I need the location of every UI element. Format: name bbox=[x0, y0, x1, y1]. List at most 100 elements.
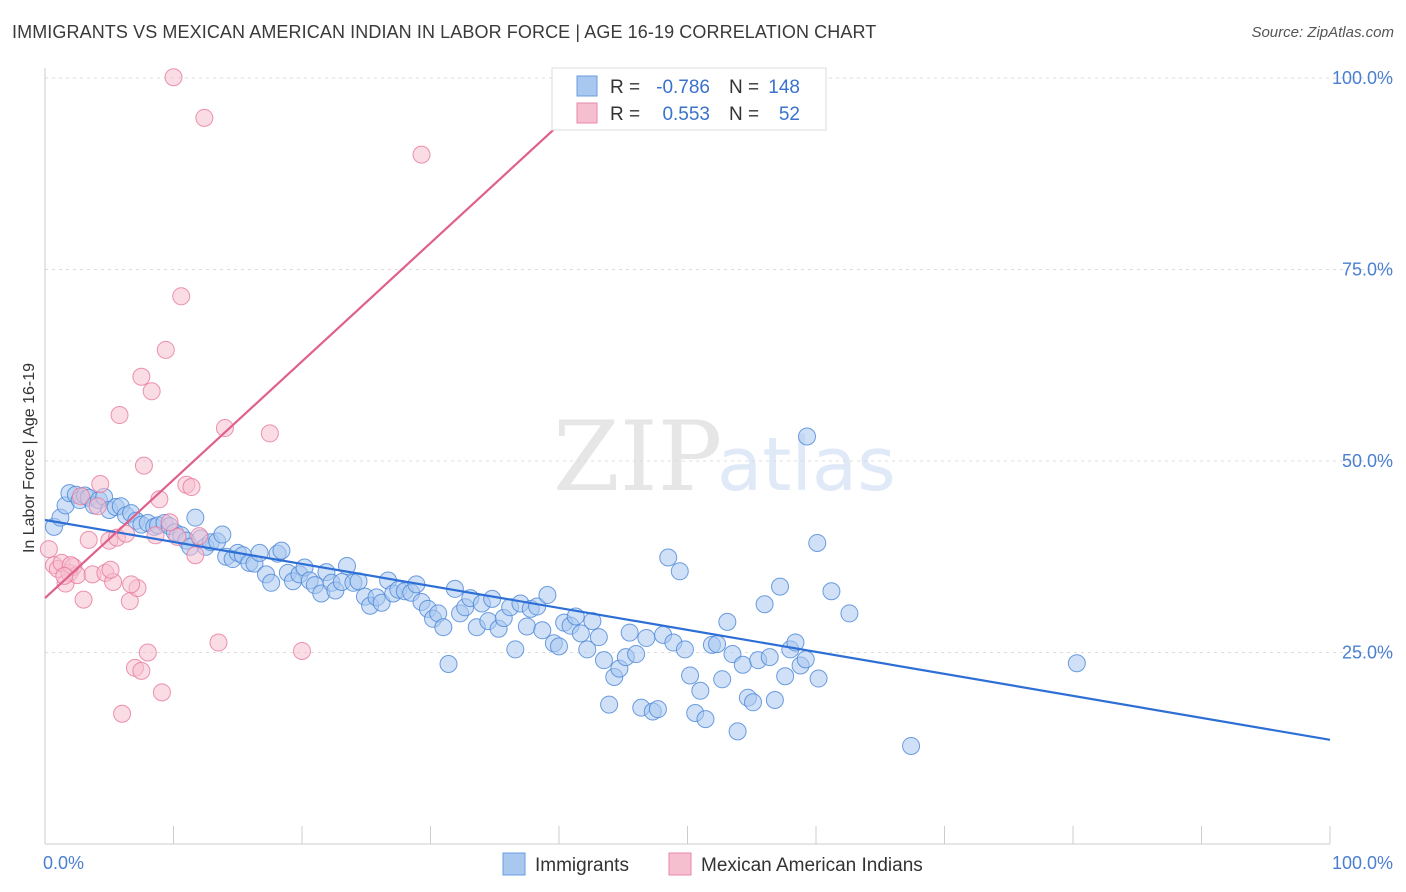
legend-n-label: N = bbox=[729, 104, 759, 125]
immigrant-point bbox=[1067, 654, 1086, 673]
immigrant-point bbox=[659, 548, 678, 567]
immigrant-point bbox=[681, 666, 700, 685]
mexican-point bbox=[101, 560, 120, 579]
immigrant-point bbox=[760, 648, 779, 667]
immigrant-point bbox=[620, 623, 639, 642]
immigrant-point bbox=[733, 655, 752, 674]
immigrant-point bbox=[538, 586, 557, 605]
bottom-legend-mexican: Mexican American Indians bbox=[701, 855, 923, 876]
mexican-point bbox=[156, 340, 175, 359]
immigrant-point bbox=[250, 543, 269, 562]
x-tick-label: 0.0% bbox=[43, 853, 84, 873]
immigrant-point bbox=[272, 541, 291, 560]
immigrant-point bbox=[594, 651, 613, 670]
y-tick-label: 25.0% bbox=[1342, 643, 1393, 663]
mexican-point bbox=[146, 526, 165, 545]
immigrant-point bbox=[796, 650, 815, 669]
immigrant-point bbox=[439, 654, 458, 673]
legend-n-value: 52 bbox=[779, 104, 800, 125]
y-tick-label: 75.0% bbox=[1342, 260, 1393, 280]
mexican-point bbox=[152, 683, 171, 702]
immigrant-point bbox=[600, 695, 619, 714]
immigrant-point bbox=[506, 640, 525, 659]
mexican-point bbox=[134, 456, 153, 475]
immigrant-point bbox=[213, 525, 232, 544]
bottom-legend-swatch-mexican bbox=[668, 852, 692, 876]
mexican-point bbox=[412, 145, 431, 164]
immigrant-point bbox=[483, 589, 502, 608]
watermark-zip: ZIP bbox=[553, 401, 722, 513]
immigrant-point bbox=[589, 628, 608, 647]
immigrant-point bbox=[718, 612, 737, 631]
immigrant-point bbox=[713, 670, 732, 689]
tick-labels: 25.0% 50.0% 75.0% 100.0% 0.0% 100.0% bbox=[43, 68, 1393, 873]
mexican-point bbox=[293, 641, 311, 660]
mexican-point bbox=[172, 287, 191, 306]
bottom-legend-immigrants: Immigrants bbox=[535, 855, 629, 876]
immigrant-point bbox=[186, 508, 205, 527]
immigrant-point bbox=[262, 573, 281, 592]
immigrant-point bbox=[840, 604, 859, 623]
mexican-point bbox=[55, 566, 74, 585]
bottom-legend: Immigrants Mexican American Indians bbox=[502, 852, 923, 876]
mexican-point bbox=[260, 424, 279, 443]
legend-swatch-immigrants bbox=[576, 75, 598, 97]
bottom-legend-swatch-immigrants bbox=[502, 852, 526, 876]
mexican-point bbox=[164, 68, 183, 87]
legend-r-value: -0.786 bbox=[656, 77, 710, 98]
legend-n-label: N = bbox=[729, 77, 759, 98]
mexican-point bbox=[113, 704, 132, 723]
immigrant-point bbox=[798, 427, 817, 446]
immigrant-point bbox=[571, 624, 590, 643]
mexican-point bbox=[138, 643, 157, 662]
immigrants-trend-line bbox=[44, 518, 1331, 741]
immigrant-point bbox=[771, 577, 790, 596]
immigrant-point bbox=[578, 640, 597, 659]
mexican-point bbox=[79, 530, 98, 549]
mexican-point bbox=[132, 367, 151, 386]
immigrant-point bbox=[765, 690, 784, 709]
mexican-point bbox=[160, 513, 179, 532]
immigrant-point bbox=[902, 736, 921, 755]
mexican-trend-line bbox=[44, 126, 558, 599]
y-axis-title: In Labor Force | Age 16-19 bbox=[21, 363, 38, 553]
mexican-point bbox=[215, 419, 234, 438]
mexican-point bbox=[182, 478, 201, 497]
immigrant-point bbox=[691, 681, 710, 700]
mexican-point bbox=[110, 406, 129, 425]
immigrant-point bbox=[696, 710, 715, 729]
immigrant-point bbox=[675, 640, 694, 659]
immigrant-point bbox=[822, 582, 841, 601]
mexican-point bbox=[195, 108, 214, 127]
immigrant-point bbox=[776, 667, 795, 686]
y-tick-label: 100.0% bbox=[1332, 68, 1393, 88]
y-tick-label: 50.0% bbox=[1342, 451, 1393, 471]
x-tick-label: 100.0% bbox=[1332, 853, 1393, 873]
mexican-point bbox=[88, 497, 107, 516]
immigrant-point bbox=[627, 645, 646, 664]
immigrant-point bbox=[808, 533, 827, 552]
immigrant-point bbox=[744, 693, 763, 712]
mexican-point bbox=[39, 540, 58, 559]
mexican-point bbox=[190, 527, 209, 546]
legend-r-label: R = bbox=[610, 77, 640, 98]
mexican-point bbox=[142, 382, 161, 401]
mexican-point bbox=[132, 661, 151, 680]
immigrant-point bbox=[670, 562, 689, 581]
mexican-point bbox=[122, 575, 141, 594]
mexican-point bbox=[209, 633, 228, 652]
watermark: ZIP atlas bbox=[553, 401, 896, 513]
immigrant-point bbox=[648, 700, 667, 719]
mexican-point bbox=[74, 590, 93, 609]
mexican-point bbox=[91, 474, 110, 493]
correlation-legend: R = -0.786 N = 148 R = 0.553 N = 52 bbox=[551, 67, 827, 131]
legend-box bbox=[551, 67, 827, 131]
legend-r-label: R = bbox=[610, 104, 640, 125]
immigrant-point bbox=[533, 621, 552, 640]
axes bbox=[44, 68, 1331, 845]
immigrant-point bbox=[517, 617, 536, 636]
legend-swatch-mexican bbox=[576, 102, 598, 124]
mexican-point bbox=[186, 546, 205, 565]
legend-r-value: 0.553 bbox=[662, 104, 710, 125]
immigrant-point bbox=[434, 618, 453, 637]
